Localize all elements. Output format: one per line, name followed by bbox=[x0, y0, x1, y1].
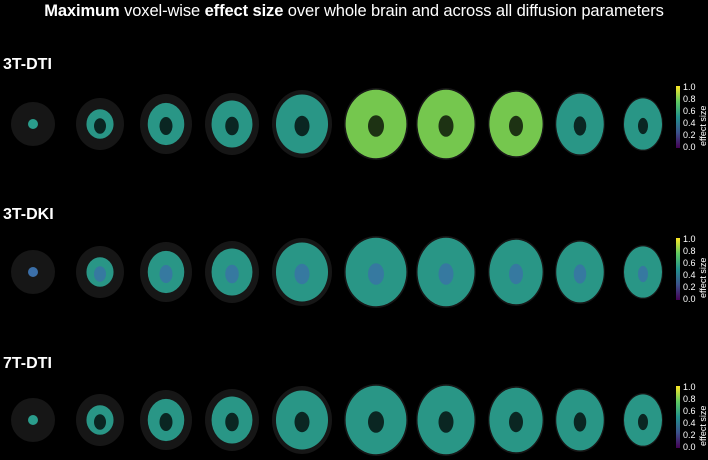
colorbar-label: effect size bbox=[698, 405, 708, 446]
brain-slice bbox=[344, 88, 408, 160]
colorbar-tick: 0.2 bbox=[683, 130, 696, 140]
brain-slice bbox=[76, 246, 124, 298]
colorbar-tick: 0.0 bbox=[683, 142, 696, 152]
brain-slice bbox=[140, 242, 192, 302]
colorbar-label: effect size bbox=[698, 105, 708, 146]
colorbar-tick: 0.4 bbox=[683, 270, 696, 280]
brain-slice bbox=[488, 90, 544, 158]
colorbar-label: effect size bbox=[698, 257, 708, 298]
row-label-7t-dti: 7T-DTI bbox=[3, 355, 52, 372]
colorbar-3t-dti: 1.0 0.8 0.6 0.4 0.2 0.0 effect size bbox=[676, 82, 708, 152]
brain-slice bbox=[555, 92, 605, 156]
colorbar-tick: 0.2 bbox=[683, 430, 696, 440]
colorbar-3t-dki: 1.0 0.8 0.6 0.4 0.2 0.0 effect size bbox=[676, 234, 708, 304]
colorbar-7t-dti: 1.0 0.8 0.6 0.4 0.2 0.0 effect size bbox=[676, 382, 708, 452]
colorbar-tick: 0.8 bbox=[683, 394, 696, 404]
colorbar-tick: 1.0 bbox=[683, 82, 696, 92]
brain-slice bbox=[488, 386, 544, 454]
colorbar-gradient bbox=[676, 238, 680, 300]
slice-row-7t-dti bbox=[0, 380, 680, 460]
brain-slice bbox=[555, 388, 605, 452]
brain-slice bbox=[11, 398, 55, 442]
brain-slice bbox=[76, 394, 124, 446]
colorbar-tick: 0.8 bbox=[683, 246, 696, 256]
brain-slice bbox=[11, 102, 55, 146]
colorbar-gradient bbox=[676, 386, 680, 448]
brain-slice bbox=[11, 250, 55, 294]
colorbar-tick: 0.0 bbox=[683, 442, 696, 452]
colorbar-tick: 0.0 bbox=[683, 294, 696, 304]
figure-title: Maximum voxel-wise effect size over whol… bbox=[44, 2, 664, 20]
brain-slice bbox=[76, 98, 124, 150]
brain-slice bbox=[205, 93, 259, 155]
colorbar-tick: 0.6 bbox=[683, 106, 696, 116]
brain-slice bbox=[272, 238, 332, 306]
colorbar-tick: 1.0 bbox=[683, 382, 696, 392]
colorbar-tick: 0.2 bbox=[683, 282, 696, 292]
brain-slice bbox=[416, 88, 476, 160]
brain-slice bbox=[623, 97, 663, 151]
brain-slice bbox=[272, 386, 332, 454]
brain-slice bbox=[623, 245, 663, 299]
brain-slice bbox=[205, 389, 259, 451]
colorbar-tick: 0.8 bbox=[683, 94, 696, 104]
brain-slice bbox=[416, 236, 476, 308]
brain-slice bbox=[205, 241, 259, 303]
brain-slice bbox=[488, 238, 544, 306]
brain-slice bbox=[416, 384, 476, 456]
colorbar-tick: 0.4 bbox=[683, 418, 696, 428]
brain-slice bbox=[140, 94, 192, 154]
brain-slice bbox=[344, 384, 408, 456]
colorbar-tick: 0.4 bbox=[683, 118, 696, 128]
row-label-3t-dki: 3T-DKI bbox=[3, 206, 54, 223]
brain-slice bbox=[623, 393, 663, 447]
brain-slice bbox=[344, 236, 408, 308]
colorbar-tick: 0.6 bbox=[683, 258, 696, 268]
row-label-3t-dti: 3T-DTI bbox=[3, 56, 52, 73]
slice-row-3t-dti bbox=[0, 84, 680, 164]
colorbar-tick: 0.6 bbox=[683, 406, 696, 416]
slice-row-3t-dki bbox=[0, 232, 680, 312]
colorbar-gradient bbox=[676, 86, 680, 148]
brain-slice bbox=[555, 240, 605, 304]
brain-slice bbox=[272, 90, 332, 158]
colorbar-tick: 1.0 bbox=[683, 234, 696, 244]
brain-slice bbox=[140, 390, 192, 450]
